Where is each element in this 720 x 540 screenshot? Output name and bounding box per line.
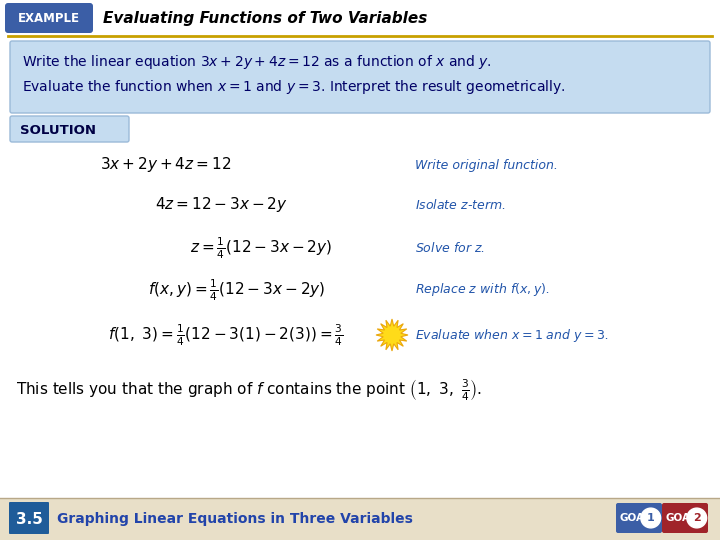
Text: $4z = 12 - 3x - 2y$: $4z = 12 - 3x - 2y$ [155, 195, 288, 214]
FancyBboxPatch shape [10, 116, 129, 142]
FancyBboxPatch shape [10, 41, 710, 113]
Text: Isolate $z$-term.: Isolate $z$-term. [415, 198, 506, 212]
Text: $f(x, y) = \frac{1}{4}(12 - 3x - 2y)$: $f(x, y) = \frac{1}{4}(12 - 3x - 2y)$ [148, 277, 325, 303]
Text: Solve for $z$.: Solve for $z$. [415, 241, 485, 255]
Text: Replace $z$ with $f(x, y)$.: Replace $z$ with $f(x, y)$. [415, 281, 549, 299]
Text: $f(1,\ 3) = \frac{1}{4}(12 - 3(1) - 2(3)) = \frac{3}{4}$: $f(1,\ 3) = \frac{1}{4}(12 - 3(1) - 2(3)… [108, 322, 343, 348]
Text: $3x + 2y + 4z = 12$: $3x + 2y + 4z = 12$ [100, 156, 231, 174]
Text: Evaluate the function when $x = 1$ and $y = 3$. Interpret the result geometrical: Evaluate the function when $x = 1$ and $… [22, 78, 565, 96]
FancyBboxPatch shape [662, 503, 708, 533]
Bar [0, 498, 720, 540]
Circle shape [641, 508, 661, 528]
Text: $z = \frac{1}{4}(12 - 3x - 2y)$: $z = \frac{1}{4}(12 - 3x - 2y)$ [190, 235, 333, 261]
Text: Evaluating Functions of Two Variables: Evaluating Functions of Two Variables [103, 10, 428, 25]
Text: 2: 2 [693, 513, 701, 523]
Text: 1: 1 [647, 513, 654, 523]
Text: Write original function.: Write original function. [415, 159, 558, 172]
FancyBboxPatch shape [9, 502, 49, 534]
Text: Write the linear equation $3x + 2y + 4z = 12$ as a function of $x$ and $y$.: Write the linear equation $3x + 2y + 4z … [22, 53, 492, 71]
Text: 3.5: 3.5 [16, 511, 42, 526]
Text: SOLUTION: SOLUTION [20, 124, 96, 137]
FancyBboxPatch shape [5, 3, 93, 33]
Polygon shape [376, 319, 408, 351]
Text: GOAL: GOAL [620, 513, 652, 523]
Text: Graphing Linear Equations in Three Variables: Graphing Linear Equations in Three Varia… [57, 512, 413, 526]
Text: GOAL: GOAL [666, 513, 698, 523]
Text: This tells you that the graph of $f$ contains the point $\left(1,\ 3,\ \frac{3}{: This tells you that the graph of $f$ con… [16, 377, 482, 403]
Circle shape [687, 508, 706, 528]
FancyBboxPatch shape [616, 503, 662, 533]
Text: Evaluate when $x = 1$ and $y = 3$.: Evaluate when $x = 1$ and $y = 3$. [415, 327, 608, 343]
Text: EXAMPLE: EXAMPLE [18, 11, 80, 24]
